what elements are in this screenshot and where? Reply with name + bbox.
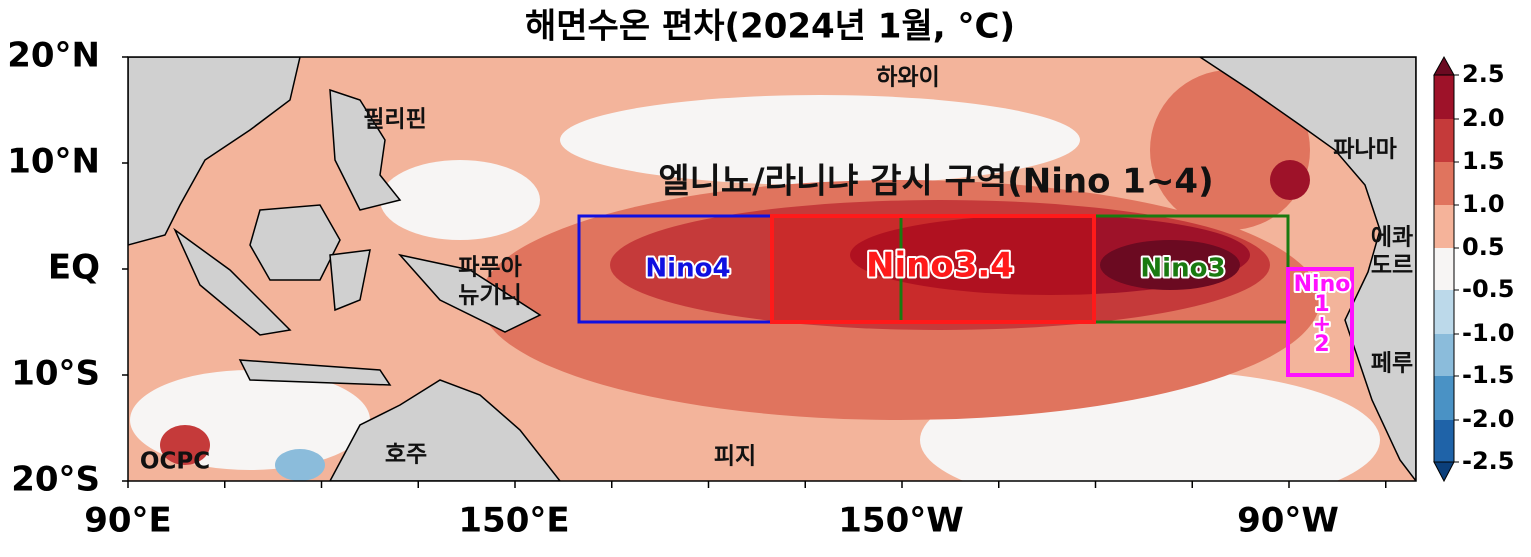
place-label: 호주 (385, 442, 427, 468)
labels: 20°N 10°N EQ 10°S 20°S90°E 150°E 150°W 90°W 하와이필… (7, 36, 1413, 541)
place-label: 파푸아 (458, 255, 521, 281)
colorbar-band (1434, 248, 1454, 290)
colorbar-label: -2.5 (1462, 447, 1514, 475)
place-label: 피지 (714, 444, 756, 470)
colorbar-label: 1.0 (1462, 190, 1505, 218)
colorbar: 2.5 2.0 1.5 1.0 0.5 -0.5 -1.0 -1.5 -2.0 -2.5 (1433, 55, 1514, 483)
colorbar-band (1434, 290, 1454, 334)
lat-label: 20°S (11, 460, 100, 500)
map-title: 해면수온 편차(2024년 1월, °C) (525, 7, 1015, 47)
colorbar-label: 0.5 (1462, 233, 1505, 261)
colorbar-label: -1.5 (1462, 361, 1514, 389)
colorbar-band (1434, 119, 1454, 162)
lat-label: EQ (48, 248, 100, 288)
place-label: 도르 (1371, 253, 1413, 279)
place-label: 에콰 (1371, 225, 1413, 251)
colorbar-band (1434, 420, 1454, 462)
lon-label: 90°W (1237, 501, 1339, 541)
colorbar-label: -1.0 (1462, 319, 1514, 347)
region-label: Nino3.4 (866, 246, 1014, 286)
colorbar-band (1434, 205, 1454, 248)
map-area (128, 57, 1416, 481)
region-label: + (1313, 312, 1331, 337)
lon-label: 90°E (84, 501, 172, 541)
place-label: 하와이 (876, 65, 939, 91)
lon-label: 150°W (838, 501, 963, 541)
colorbar-label: -2.0 (1462, 405, 1514, 433)
region-label: 2 (1314, 332, 1329, 357)
colorbar-label: 1.5 (1462, 147, 1505, 175)
lat-label: 10°N (7, 142, 100, 182)
region-label: 1 (1314, 292, 1329, 317)
colorbar-extend (1433, 55, 1455, 76)
colorbar-band (1434, 376, 1454, 420)
place-label: 페루 (1371, 351, 1413, 377)
region-label: Nino (1294, 272, 1351, 297)
place-label: 파나마 (1333, 137, 1396, 163)
axis-ticks (122, 56, 1387, 488)
colorbar-extend (1433, 461, 1455, 483)
lat-label: 20°N (7, 36, 100, 76)
colorbar-label: -0.5 (1462, 275, 1514, 303)
place-label: 뉴기니 (458, 283, 521, 309)
place-label: 필리핀 (363, 107, 426, 133)
colorbar-band (1434, 162, 1454, 205)
lat-label: 10°S (11, 354, 100, 394)
region-label: Nino3 (1140, 254, 1225, 284)
colorbar-label: 2.5 (1462, 60, 1505, 88)
credit: OCPC (140, 449, 210, 475)
region-label: Nino4 (645, 254, 730, 284)
colorbar-label: 2.0 (1462, 104, 1505, 132)
colorbar-frame (1433, 74, 1455, 463)
lon-label: 150°E (458, 501, 569, 541)
region-title: 엘니뇨/라니냐 감시 구역(Nino 1~4) (658, 162, 1213, 202)
colorbar-band (1434, 334, 1454, 376)
colorbar-band (1434, 75, 1454, 119)
